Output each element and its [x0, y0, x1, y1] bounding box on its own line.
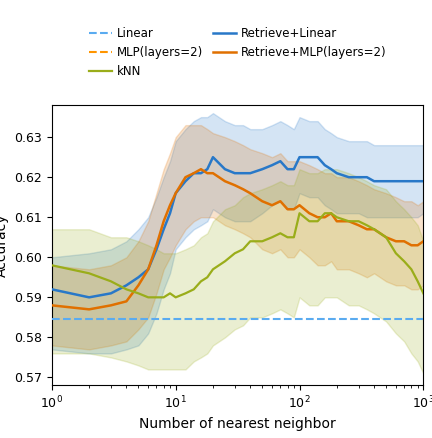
Y-axis label: Accuracy: Accuracy	[0, 214, 9, 277]
X-axis label: Number of nearest neighbor: Number of nearest neighbor	[139, 417, 336, 431]
Legend: Linear, MLP(layers=2), kNN, Retrieve+Linear, Retrieve+MLP(layers=2): Linear, MLP(layers=2), kNN, Retrieve+Lin…	[85, 24, 390, 81]
